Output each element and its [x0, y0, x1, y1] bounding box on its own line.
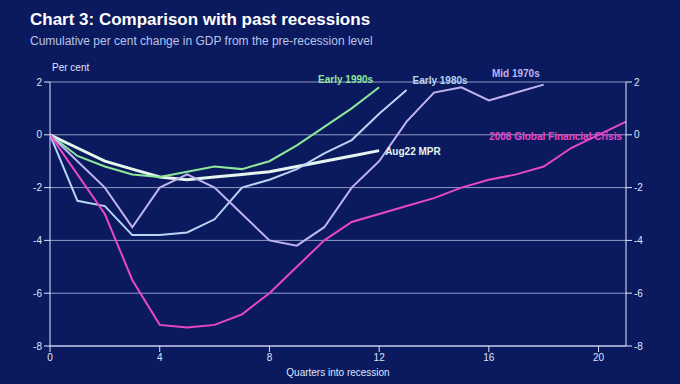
svg-text:4: 4	[157, 352, 163, 363]
svg-text:-2: -2	[33, 182, 42, 193]
svg-text:0: 0	[47, 352, 53, 363]
svg-text:2008 Global Financial Crisis: 2008 Global Financial Crisis	[489, 131, 622, 142]
html-text:Chart 3: Comparison with past: Chart 3: Comparison with past recessions	[30, 10, 371, 29]
svg-text:-8: -8	[634, 341, 643, 352]
svg-text:-8: -8	[33, 341, 42, 352]
svg-text:2: 2	[634, 77, 640, 88]
svg-text:-2: -2	[634, 182, 643, 193]
svg-text:-6: -6	[33, 288, 42, 299]
svg-text:Quarters into recession: Quarters into recession	[286, 367, 389, 378]
svg-text:-6: -6	[634, 288, 643, 299]
svg-text:12: 12	[374, 352, 386, 363]
svg-text:Early 1980s: Early 1980s	[413, 75, 468, 86]
svg-text:8: 8	[267, 352, 273, 363]
svg-text:-4: -4	[634, 235, 643, 246]
html-text:Cumulative per cent change in: Cumulative per cent change in GDP from t…	[30, 34, 373, 48]
svg-text:Early 1990s: Early 1990s	[318, 74, 373, 85]
svg-text:Mid 1970s: Mid 1970s	[492, 68, 540, 79]
svg-text:16: 16	[483, 352, 495, 363]
svg-text:Aug22 MPR: Aug22 MPR	[385, 146, 441, 157]
svg-text:0: 0	[36, 129, 42, 140]
html-text:Per cent: Per cent	[52, 62, 90, 73]
svg-text:0: 0	[634, 129, 640, 140]
svg-text:20: 20	[593, 352, 605, 363]
svg-text:-4: -4	[33, 235, 42, 246]
svg-text:2: 2	[36, 77, 42, 88]
